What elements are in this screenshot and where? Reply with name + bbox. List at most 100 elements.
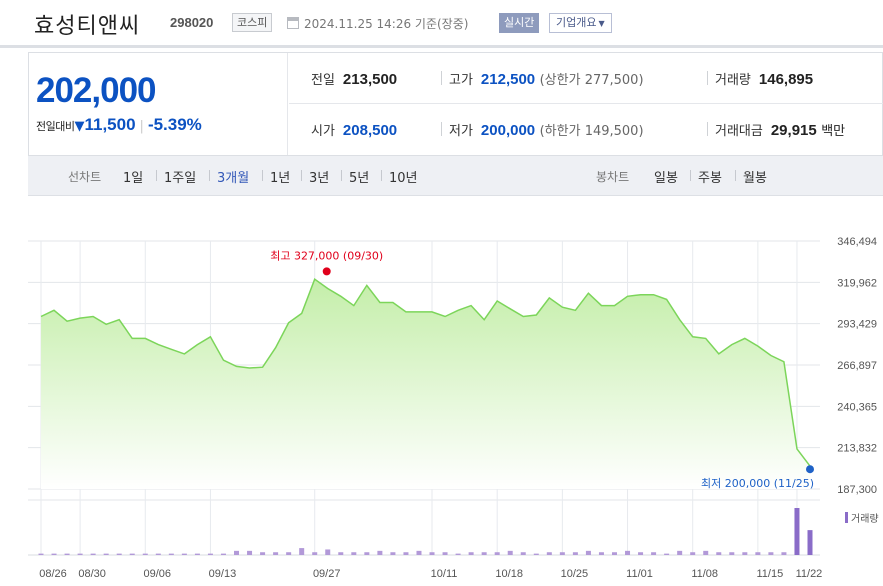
y-tick-label: 319,962: [837, 277, 877, 289]
volume-legend-swatch: [845, 512, 848, 523]
realtime-button[interactable]: 실시간: [499, 13, 540, 33]
volume-bar: [247, 550, 253, 555]
divider: [381, 170, 382, 181]
volume-legend: 거래량: [851, 513, 879, 525]
chevron-down-icon: ▼: [598, 19, 605, 28]
volume-bar: [546, 552, 552, 555]
timestamp: 2024.11.25 14:26 기준(장중): [304, 17, 469, 31]
prev-close-stat: 전일 213,500: [311, 69, 397, 88]
tab-3m[interactable]: 3개월: [217, 171, 250, 186]
trade-value: 29,915: [770, 122, 817, 139]
upper-limit: (상한가 277,500): [539, 73, 644, 88]
volume-bar: [77, 553, 83, 555]
x-tick-label: 11/08: [691, 568, 718, 580]
calendar-icon: [287, 17, 299, 29]
volume-bar: [207, 553, 213, 555]
volume-bar: [351, 552, 357, 555]
volume-bar: [286, 552, 292, 555]
volume-bar: [572, 552, 578, 555]
y-tick-label: 266,897: [837, 360, 877, 372]
divider: [441, 71, 442, 85]
tab-1w[interactable]: 1주일: [164, 171, 197, 186]
y-tick-label: 240,365: [837, 401, 877, 413]
volume-bar: [468, 552, 474, 555]
volume-bar: [625, 550, 631, 555]
change-percent: -5.39%: [147, 115, 202, 134]
volume-stat: 거래량 146,895: [707, 69, 814, 88]
divider: [209, 170, 210, 181]
x-tick-label: 10/11: [431, 568, 458, 580]
change-label: 전일대비: [36, 120, 75, 133]
quote-summary: 202,000 전일대비▼11,500 | -5.39% 전일 213,500 고가 2…: [28, 52, 883, 156]
volume-bar: [51, 553, 57, 555]
volume-bar: [273, 552, 279, 555]
open-value: 208,500: [342, 122, 398, 139]
volume-bar: [716, 552, 722, 555]
change-separator: |: [139, 119, 144, 134]
current-price: 202,000: [36, 71, 157, 110]
volume-bar: [220, 553, 226, 555]
high-label: 고가: [449, 73, 473, 88]
volume-bar: [234, 550, 240, 555]
price-chart[interactable]: 346,494 319,962 293,429 266,897 240,365 213,8…: [0, 200, 883, 586]
volume-bar: [168, 553, 174, 555]
candle-chart-label: 봉차트: [596, 170, 630, 184]
tab-3y[interactable]: 3년: [309, 171, 330, 186]
price-area-fill: [41, 279, 810, 489]
volume-bar: [611, 552, 617, 555]
stock-header: 효성티앤씨 298020 코스피 2024.11.25 14:26 기준(장중)…: [0, 0, 883, 48]
volume-bar: [481, 552, 487, 555]
tab-1d[interactable]: 1일: [123, 171, 144, 186]
open-label: 시가: [311, 124, 335, 139]
volume-label: 거래량: [715, 73, 751, 88]
chart-labels: 346,494 319,962 293,429 266,897 240,365 213,8…: [39, 236, 878, 580]
stock-code: 298020: [170, 15, 214, 30]
volume-bar: [103, 553, 109, 555]
x-tick-label: 09/27: [313, 568, 341, 580]
volume-bar: [142, 553, 148, 555]
volume-bar: [325, 549, 331, 555]
y-tick-label: 293,429: [837, 319, 877, 331]
y-tick-label: 187,300: [837, 484, 877, 496]
volume-value: 146,895: [758, 71, 814, 88]
volume-bar: [507, 550, 513, 555]
divider: [156, 170, 157, 181]
tab-monthly[interactable]: 월봉: [743, 171, 767, 186]
volume-bar: [416, 550, 422, 555]
volume-bar: [312, 552, 318, 555]
change-line: 전일대비▼11,500 | -5.39%: [36, 115, 202, 135]
tab-5y[interactable]: 5년: [349, 171, 370, 186]
volume-bar: [299, 548, 305, 555]
volume-bar: [403, 552, 409, 555]
volume-bar: [455, 553, 461, 555]
tab-1y[interactable]: 1년: [270, 171, 291, 186]
divider: [690, 170, 691, 181]
x-tick-label: 08/26: [39, 568, 67, 580]
x-tick-label: 10/25: [561, 568, 589, 580]
high-stat: 고가 212,500 (상한가 277,500): [441, 69, 644, 88]
company-overview-button[interactable]: 기업개요 ▼: [549, 13, 612, 33]
volume-bar: [64, 553, 70, 555]
tab-weekly[interactable]: 주봉: [698, 171, 722, 186]
volume-bar: [664, 553, 670, 555]
volume-bar: [38, 553, 44, 555]
tab-daily[interactable]: 일봉: [654, 171, 678, 186]
divider: [441, 122, 442, 136]
high-annotation: 최고 327,000 (09/30): [270, 249, 383, 262]
trade-value-stat: 거래대금 29,915 백만: [707, 120, 845, 139]
lower-limit: (하한가 149,500): [539, 124, 644, 139]
volume-bar: [729, 552, 735, 555]
volume-bar: [651, 552, 657, 555]
divider: [341, 170, 342, 181]
x-tick-label: 11/15: [757, 568, 784, 580]
high-value: 212,500: [480, 71, 536, 88]
volume-bar: [442, 552, 448, 555]
stats-row-1: 전일 213,500 고가 212,500 (상한가 277,500) 거래량 146…: [289, 53, 883, 104]
low-label: 저가: [449, 124, 473, 139]
volume-bar: [364, 552, 370, 555]
down-arrow-icon: ▼: [74, 119, 85, 134]
volume-bar: [768, 552, 774, 555]
divider: [735, 170, 736, 181]
tab-10y[interactable]: 10년: [389, 171, 418, 186]
volume-bar: [794, 508, 800, 555]
